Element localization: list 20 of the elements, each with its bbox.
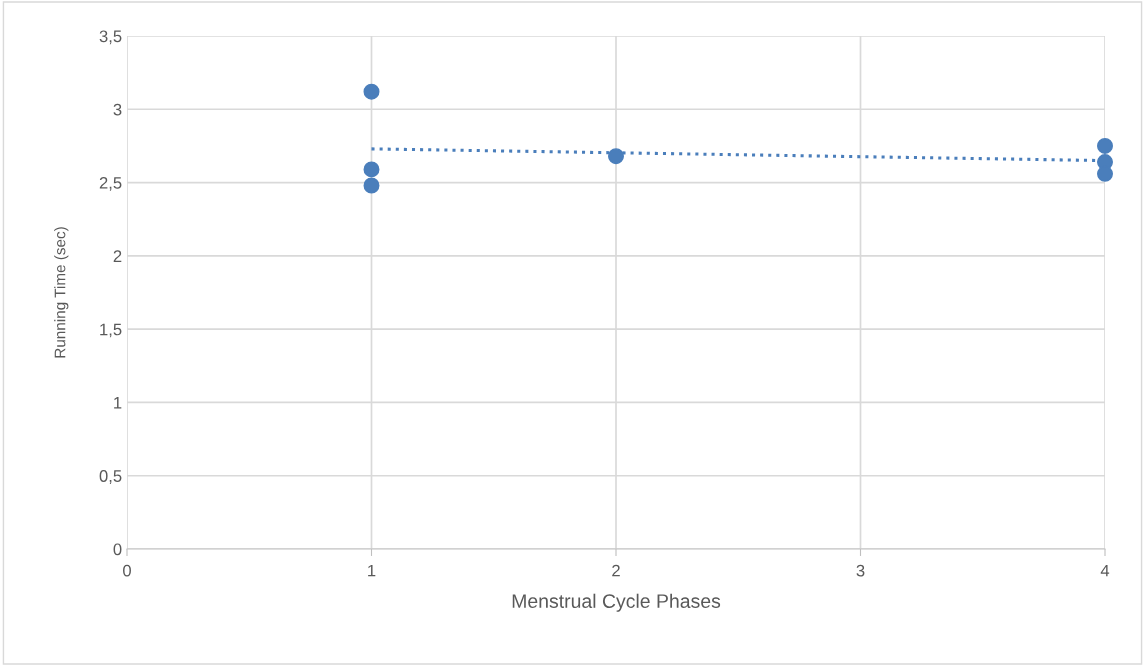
y-tick-label: 1,5 — [100, 323, 122, 338]
y-tick-label: 3,5 — [99, 30, 122, 45]
y-axis-title: Running Time (sec) — [54, 227, 69, 358]
y-tick-label: 2,5 — [99, 176, 122, 191]
y-tick-label: 0,5 — [99, 470, 122, 484]
y-tick-label: 1 — [114, 397, 122, 409]
x-tick-label: 3 — [856, 564, 865, 577]
x-tick-label: 1 — [368, 564, 376, 577]
point — [363, 177, 380, 194]
x-tick-label: 2 — [612, 564, 620, 577]
y-tick-label: 2 — [113, 250, 122, 262]
y-tick-label: 0 — [113, 543, 122, 556]
x-tick-label: 0 — [123, 564, 131, 577]
point — [363, 161, 380, 178]
y-tick-label: 3 — [113, 103, 122, 116]
point — [363, 83, 380, 100]
point — [608, 148, 624, 165]
x-axis-title: Menstrual Cycle Phases — [512, 593, 721, 612]
point — [1097, 137, 1113, 154]
x-tick-label: 4 — [1100, 564, 1110, 577]
